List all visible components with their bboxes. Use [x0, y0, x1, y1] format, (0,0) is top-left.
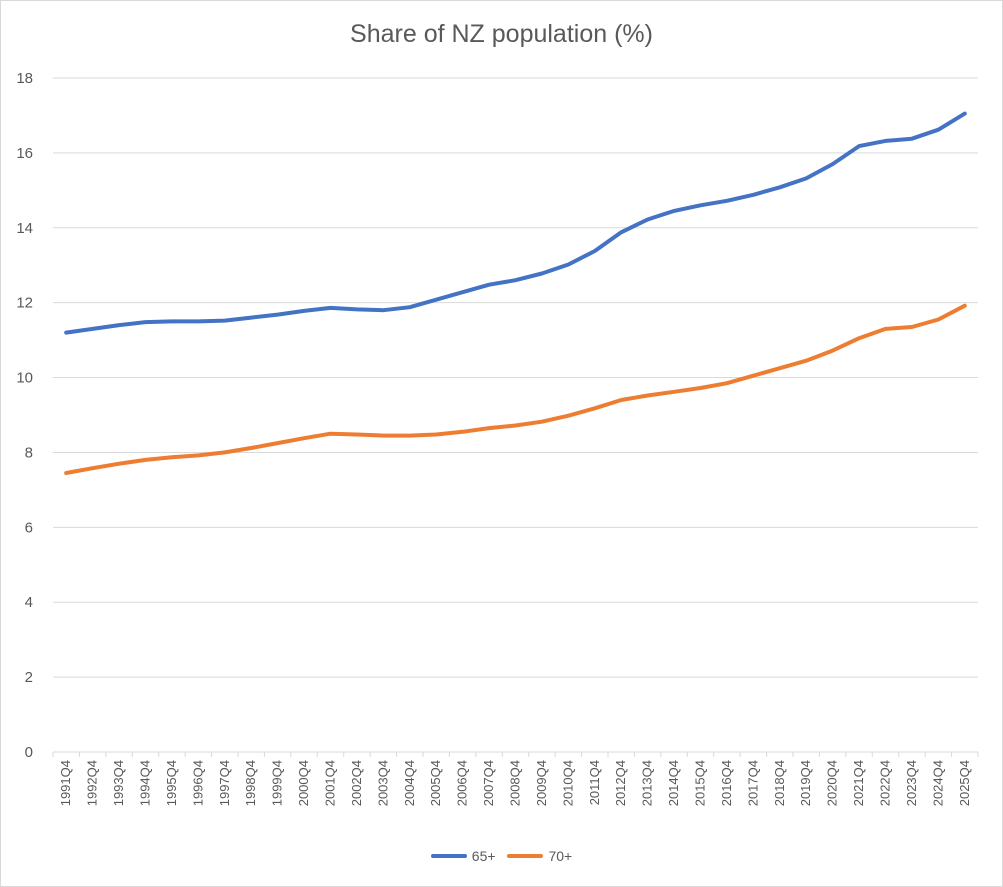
legend-label-70plus: 70+	[548, 848, 573, 864]
legend-swatch-70plus	[507, 854, 544, 858]
x-tick-label: 1996Q4	[190, 760, 205, 806]
x-tick-label: 2021Q4	[851, 760, 866, 806]
x-tick-label: 2007Q4	[481, 760, 496, 806]
y-tick-label: 4	[25, 594, 33, 611]
x-tick-label: 2012Q4	[613, 760, 628, 806]
y-tick-label: 18	[16, 70, 33, 87]
x-tick-label: 2005Q4	[428, 760, 443, 806]
y-tick-label: 12	[16, 295, 33, 312]
x-tick-label: 2000Q4	[296, 760, 311, 806]
series-line-70plus	[64, 303, 967, 475]
x-tick-label: 1997Q4	[217, 760, 232, 806]
x-tick-label: 2008Q4	[508, 760, 523, 806]
x-tick-label: 2003Q4	[375, 760, 390, 806]
x-tick-label: 1992Q4	[85, 760, 100, 806]
x-tick-label: 2023Q4	[904, 760, 919, 806]
chart-title: Share of NZ population (%)	[350, 20, 653, 48]
x-tick-label: 1998Q4	[243, 760, 258, 806]
y-tick-label: 6	[25, 519, 33, 536]
x-tick-label: 2010Q4	[560, 760, 575, 806]
x-tick-label: 2002Q4	[349, 760, 364, 806]
x-tick-label: 2020Q4	[825, 760, 840, 806]
x-tick-label: 2013Q4	[640, 760, 655, 806]
y-tick-label: 10	[16, 370, 33, 387]
y-tick-label: 0	[25, 744, 33, 761]
x-tick-label: 1995Q4	[164, 760, 179, 806]
x-tick-label: 2018Q4	[772, 760, 787, 806]
x-tick-label: 2009Q4	[534, 760, 549, 806]
y-tick-label: 14	[16, 220, 33, 237]
x-tick-label: 2022Q4	[878, 760, 893, 806]
y-tick-label: 16	[16, 145, 33, 162]
legend-item-70plus: 70+	[507, 848, 572, 864]
legend-item-65plus: 65+	[430, 848, 496, 864]
x-tick-label: 2015Q4	[693, 760, 708, 806]
x-tick-label: 2006Q4	[455, 760, 470, 806]
series-line-65plus	[64, 111, 967, 335]
x-tick-label: 2014Q4	[666, 760, 681, 806]
legend-swatch-65plus	[430, 854, 467, 858]
x-tick-label: 1991Q4	[58, 760, 73, 806]
y-tick-label: 2	[25, 669, 33, 686]
x-tick-label: 1993Q4	[111, 760, 126, 806]
x-tick-label: 2004Q4	[402, 760, 417, 806]
x-tick-label: 2025Q4	[957, 760, 972, 806]
legend: 65+ 70+	[0, 845, 1003, 864]
legend-label-65plus: 65+	[471, 848, 496, 864]
x-tick-label: 2024Q4	[930, 760, 945, 806]
x-tick-label: 1999Q4	[270, 760, 285, 806]
x-tick-label: 2017Q4	[745, 760, 760, 806]
x-tick-label: 2016Q4	[719, 760, 734, 806]
x-tick-label: 2001Q4	[323, 760, 338, 806]
y-tick-label: 8	[25, 444, 33, 461]
x-tick-label: 2011Q4	[587, 760, 602, 805]
x-tick-label: 2019Q4	[798, 760, 813, 806]
x-tick-label: 1994Q4	[138, 760, 153, 806]
